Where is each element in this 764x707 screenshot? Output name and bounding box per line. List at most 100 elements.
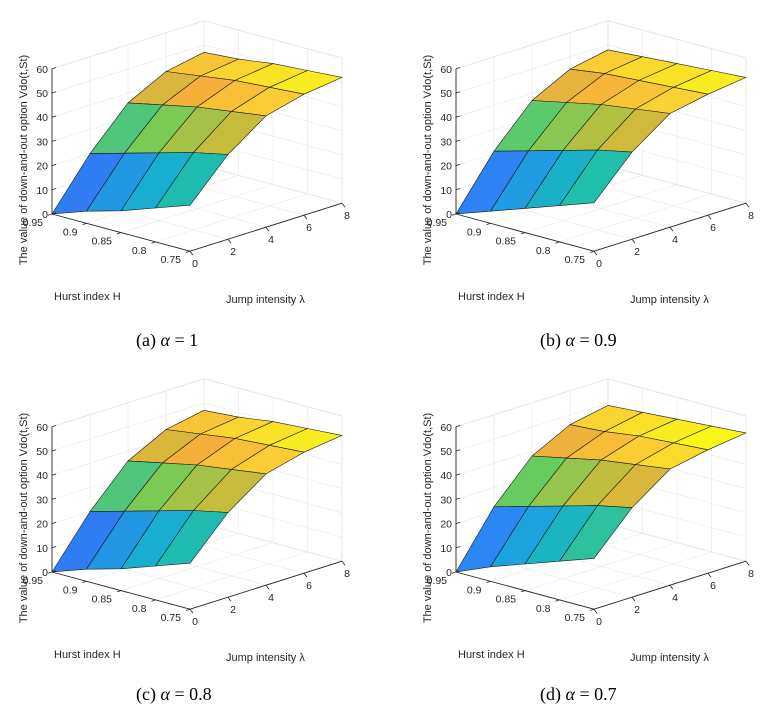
z-tick-label: 10 — [440, 543, 452, 555]
y-tick-mark — [185, 250, 191, 253]
caption-alpha-symbol: α — [566, 684, 580, 704]
caption-alpha-symbol: α — [160, 684, 174, 704]
x-tick-label: 4 — [672, 234, 678, 246]
z-tick-mark — [51, 188, 57, 191]
x-tick-label: 4 — [268, 592, 274, 604]
x-tick-mark — [189, 608, 194, 614]
x-tick-mark — [631, 596, 636, 602]
caption-alpha-symbol: α — [566, 330, 580, 350]
z-tick-label: 30 — [36, 136, 48, 148]
z-tick-mark — [51, 139, 57, 142]
x-tick-mark — [707, 214, 712, 220]
x-tick-label: 0 — [192, 616, 198, 628]
chart-panel-4: 01020304050600.750.80.850.90.9502468The … — [422, 378, 754, 705]
y-tick-mark — [555, 599, 560, 602]
floor-gridline — [559, 193, 712, 243]
y-tick-mark — [589, 608, 595, 611]
floor-gridline — [120, 184, 274, 233]
z-tick-label: 20 — [36, 519, 48, 531]
z-tick-label: 0 — [42, 567, 48, 579]
x-tick-mark — [265, 226, 270, 232]
floor-gridline — [120, 542, 274, 591]
z-tick-mark — [455, 497, 461, 500]
y-tick-mark — [451, 571, 457, 574]
caption-label: (c) — [136, 684, 160, 705]
z-tick-label: 20 — [440, 161, 452, 173]
x-tick-mark — [303, 214, 308, 220]
x-axis-label: Jump intensity λ — [226, 294, 305, 306]
x-tick-label: 2 — [230, 604, 236, 616]
y-tick-mark — [116, 590, 122, 593]
x-tick-mark — [341, 202, 346, 208]
z-tick-label: 60 — [440, 422, 452, 434]
z-tick-mark — [455, 425, 461, 428]
z-tick-label: 30 — [36, 494, 48, 506]
y-tick-label: 0.85 — [92, 236, 113, 248]
y-tick-mark — [520, 590, 526, 593]
z-tick-mark — [51, 91, 57, 94]
y-tick-mark — [589, 250, 595, 253]
z-tick-mark — [51, 570, 57, 573]
caption-alpha-value: = 0.8 — [174, 684, 211, 704]
floor-gridline — [155, 193, 308, 243]
x-tick-label: 2 — [634, 604, 640, 616]
x-tick-label: 0 — [192, 258, 198, 270]
caption-label: (a) — [136, 330, 160, 351]
z-tick-mark — [455, 67, 461, 70]
y-tick-mark — [151, 241, 156, 244]
caption-alpha-symbol: α — [160, 330, 174, 350]
x-tick-label: 2 — [634, 246, 640, 258]
y-axis-label: Hurst index H — [458, 291, 525, 303]
y-tick-label: 0.8 — [536, 603, 551, 615]
panel-caption: (d) α = 0.7 — [540, 684, 617, 705]
z-tick-mark — [455, 188, 461, 191]
x-tick-mark — [227, 238, 232, 244]
chart-panel-3: 01020304050600.750.80.850.90.9502468The … — [18, 378, 350, 705]
y-tick-label: 0.95 — [427, 575, 448, 587]
z-tick-mark — [455, 570, 461, 573]
z-axis-label: The value of down-and-out option Vdo(t,S… — [18, 413, 30, 623]
x-tick-mark — [227, 596, 232, 602]
z-tick-label: 40 — [36, 112, 48, 124]
z-tick-label: 0 — [42, 209, 48, 221]
x-tick-label: 8 — [344, 568, 350, 580]
z-tick-label: 50 — [440, 88, 452, 100]
y-tick-label: 0.85 — [92, 594, 113, 606]
y-axis-label: Hurst index H — [54, 649, 121, 661]
z-tick-label: 60 — [36, 422, 48, 434]
y-tick-mark — [555, 241, 560, 244]
y-tick-label: 0.9 — [467, 584, 482, 596]
x-axis-label: Jump intensity λ — [630, 652, 709, 664]
x-tick-label: 0 — [596, 616, 602, 628]
surface-cell — [559, 505, 633, 562]
y-tick-mark — [47, 571, 53, 574]
caption-alpha-value: = 0.7 — [579, 684, 616, 704]
y-tick-mark — [116, 232, 122, 235]
z-axis-label: The value of down-and-out option Vdo(t,S… — [18, 55, 30, 265]
y-tick-mark — [520, 232, 526, 235]
caption-alpha-value: = 1 — [174, 330, 198, 350]
floor-gridline — [524, 542, 678, 591]
z-tick-label: 30 — [440, 136, 452, 148]
z-tick-mark — [51, 521, 57, 524]
z-axis-label: The value of down-and-out option Vdo(t,S… — [422, 55, 434, 265]
x-tick-label: 4 — [268, 234, 274, 246]
z-tick-mark — [51, 473, 57, 476]
caption-alpha-value: = 0.9 — [579, 330, 616, 350]
x-tick-label: 8 — [748, 210, 754, 222]
floor-gridline — [559, 551, 712, 601]
z-tick-mark — [455, 139, 461, 142]
caption-label: (b) — [540, 330, 566, 351]
x-tick-mark — [707, 572, 712, 578]
y-tick-label: 0.75 — [565, 612, 586, 624]
z-tick-mark — [51, 497, 57, 500]
x-tick-label: 6 — [306, 222, 312, 234]
z-tick-mark — [51, 163, 57, 166]
z-tick-mark — [455, 91, 461, 94]
x-tick-mark — [745, 202, 750, 208]
y-tick-mark — [151, 599, 156, 602]
z-tick-mark — [455, 521, 461, 524]
x-tick-label: 2 — [230, 246, 236, 258]
z-tick-label: 0 — [446, 209, 452, 221]
